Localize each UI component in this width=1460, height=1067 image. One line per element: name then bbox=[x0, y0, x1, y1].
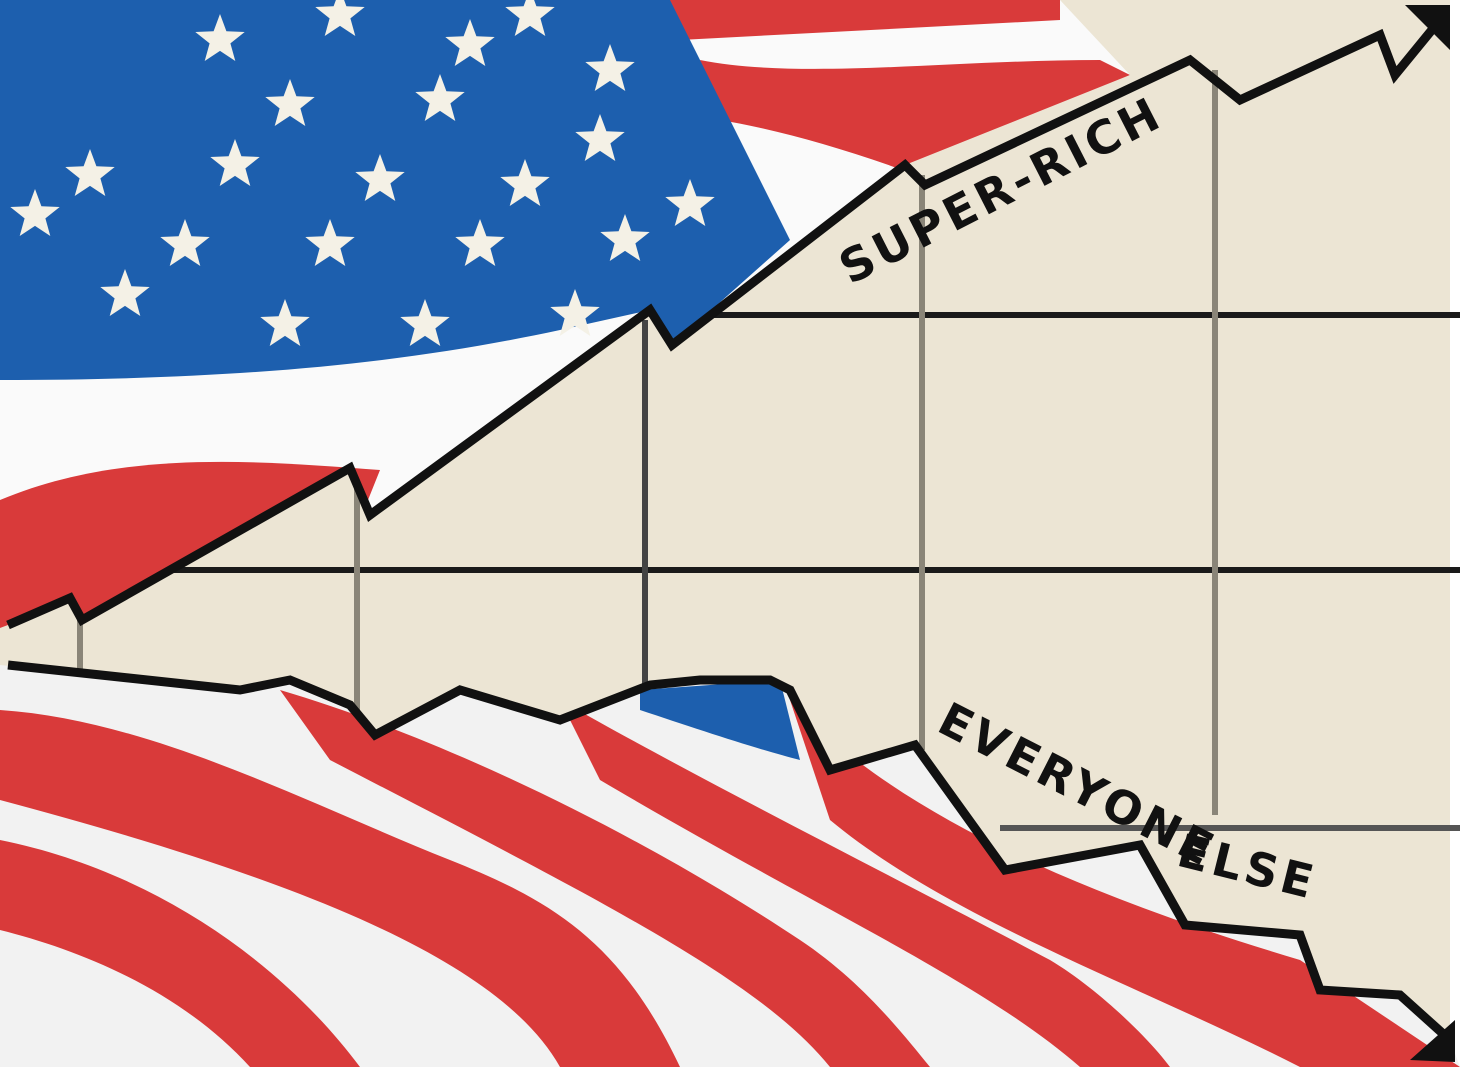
star bbox=[160, 219, 210, 266]
star bbox=[600, 214, 650, 261]
star bbox=[400, 299, 450, 346]
everyone-else-line bbox=[7, 660, 1454, 1044]
edge bbox=[1450, 0, 1460, 1067]
star bbox=[415, 74, 465, 121]
star bbox=[210, 139, 260, 186]
star bbox=[575, 114, 625, 161]
star bbox=[355, 154, 405, 201]
star bbox=[100, 269, 150, 316]
star bbox=[195, 14, 245, 61]
stripe bbox=[0, 710, 680, 1067]
arrow-head bbox=[1405, 5, 1450, 50]
star bbox=[315, 0, 365, 36]
canton bbox=[0, 0, 790, 380]
star bbox=[505, 0, 555, 36]
star bbox=[265, 79, 315, 126]
stars bbox=[10, 0, 715, 346]
stripe bbox=[0, 840, 360, 1067]
stripe bbox=[700, 60, 1130, 180]
canton-corner bbox=[640, 680, 800, 760]
grid bbox=[0, 70, 1460, 831]
arrow-head bbox=[1410, 1020, 1455, 1062]
star bbox=[500, 159, 550, 206]
star bbox=[260, 299, 310, 346]
star bbox=[305, 219, 355, 266]
stripe bbox=[560, 700, 1170, 1067]
star bbox=[10, 189, 60, 236]
stripe bbox=[280, 690, 930, 1067]
star bbox=[585, 44, 635, 91]
stripe bbox=[790, 700, 1460, 1067]
super-rich-line bbox=[6, 17, 1444, 630]
star bbox=[455, 219, 505, 266]
star bbox=[665, 179, 715, 226]
star bbox=[445, 19, 495, 66]
star bbox=[550, 289, 600, 336]
stripe bbox=[660, 0, 1060, 40]
star bbox=[65, 149, 115, 196]
